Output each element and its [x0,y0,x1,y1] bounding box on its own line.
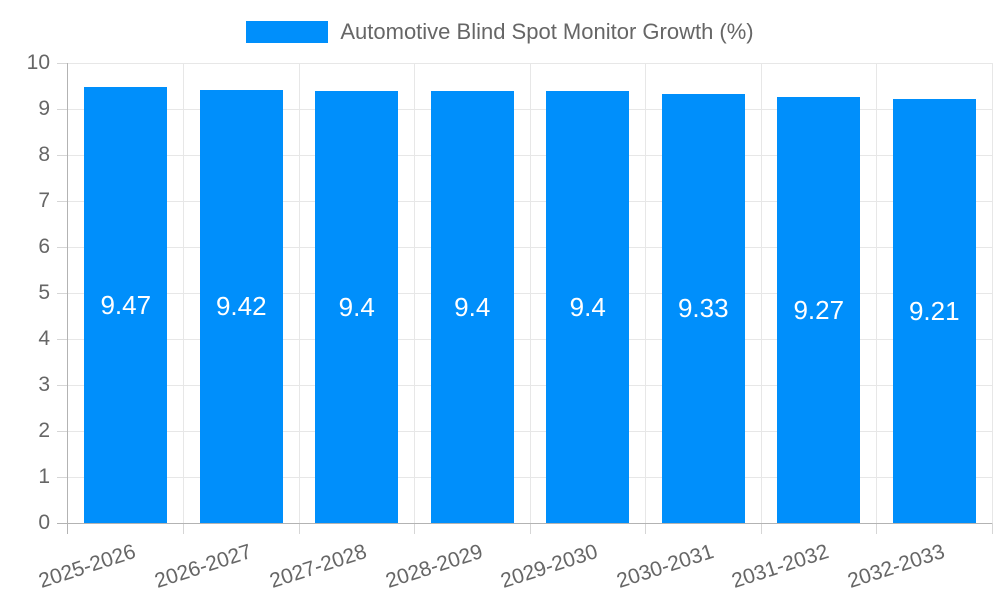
bar [777,96,861,523]
x-gridline [760,63,762,523]
x-axis-tick [183,523,184,534]
x-axis-tick-label: 2030-2031 [613,540,717,593]
x-axis-tick [529,523,531,534]
x-gridline [645,63,646,523]
y-axis-tick-label: 3 [38,373,50,396]
x-gridline [529,63,531,523]
y-axis-tick [57,62,68,64]
bar-value-label: 9.42 [215,291,267,322]
bar-value-label: 9.27 [793,294,845,325]
x-gridline [298,63,300,523]
x-axis-tick-label: 2026-2027 [151,540,255,593]
y-axis-line [67,63,68,534]
x-axis-tick [876,523,877,534]
x-gridline [876,63,877,523]
x-axis-tick-label: 2028-2029 [382,540,486,593]
x-axis-tick [298,523,300,534]
x-axis-tick [991,523,993,534]
y-axis-tick [57,476,68,478]
bar [199,89,283,523]
y-axis-tick-label: 8 [38,143,50,166]
x-axis-tick-label: 2027-2028 [267,540,370,593]
y-axis-tick-label: 9 [38,97,50,120]
y-axis-tick [57,384,68,386]
bar [430,90,514,523]
legend[interactable]: Automotive Blind Spot Monitor Growth (%) [0,18,1000,46]
y-axis-tick [57,154,68,156]
y-axis-tick-label: 5 [38,281,50,304]
x-axis-tick [760,523,762,534]
x-axis-tick-label: 2031-2032 [729,540,832,593]
y-axis-tick-label: 2 [38,419,50,442]
y-axis-tick [57,200,68,202]
y-axis-tick-label: 7 [38,189,50,212]
y-axis-tick [57,108,68,110]
bar-value-label: 9.21 [908,296,960,327]
bar-value-label: 9.47 [100,290,152,321]
y-axis-tick [57,246,68,248]
bar [84,87,168,523]
y-axis-tick [57,292,68,294]
x-axis-line [57,523,992,524]
x-axis-tick-label: 2029-2030 [498,540,601,593]
y-axis-tick-label: 6 [38,235,50,258]
y-axis-tick-label: 10 [26,51,50,74]
y-axis-tick [57,338,68,340]
bar [892,99,976,523]
bar-value-label: 9.4 [569,291,606,322]
bar [315,90,399,523]
y-axis-tick-label: 1 [38,465,50,488]
y-axis-tick-label: 0 [38,511,50,534]
x-axis-tick-label: 2025-2026 [36,540,139,593]
x-gridline [991,63,993,523]
bar-value-label: 9.4 [454,291,491,322]
bar-value-label: 9.33 [677,293,729,324]
legend-label: Automotive Blind Spot Monitor Growth (%) [340,19,754,44]
x-axis-tick-label: 2032-2033 [844,540,948,593]
y-axis-tick [57,430,68,432]
x-gridline [183,63,184,523]
x-axis-tick [414,523,415,534]
x-gridline [414,63,415,523]
y-axis-tick-label: 4 [38,327,50,350]
legend-swatch [246,21,329,43]
bar [546,90,630,523]
bar-value-label: 9.4 [338,291,375,322]
x-axis-tick [645,523,646,534]
bar [661,93,745,523]
